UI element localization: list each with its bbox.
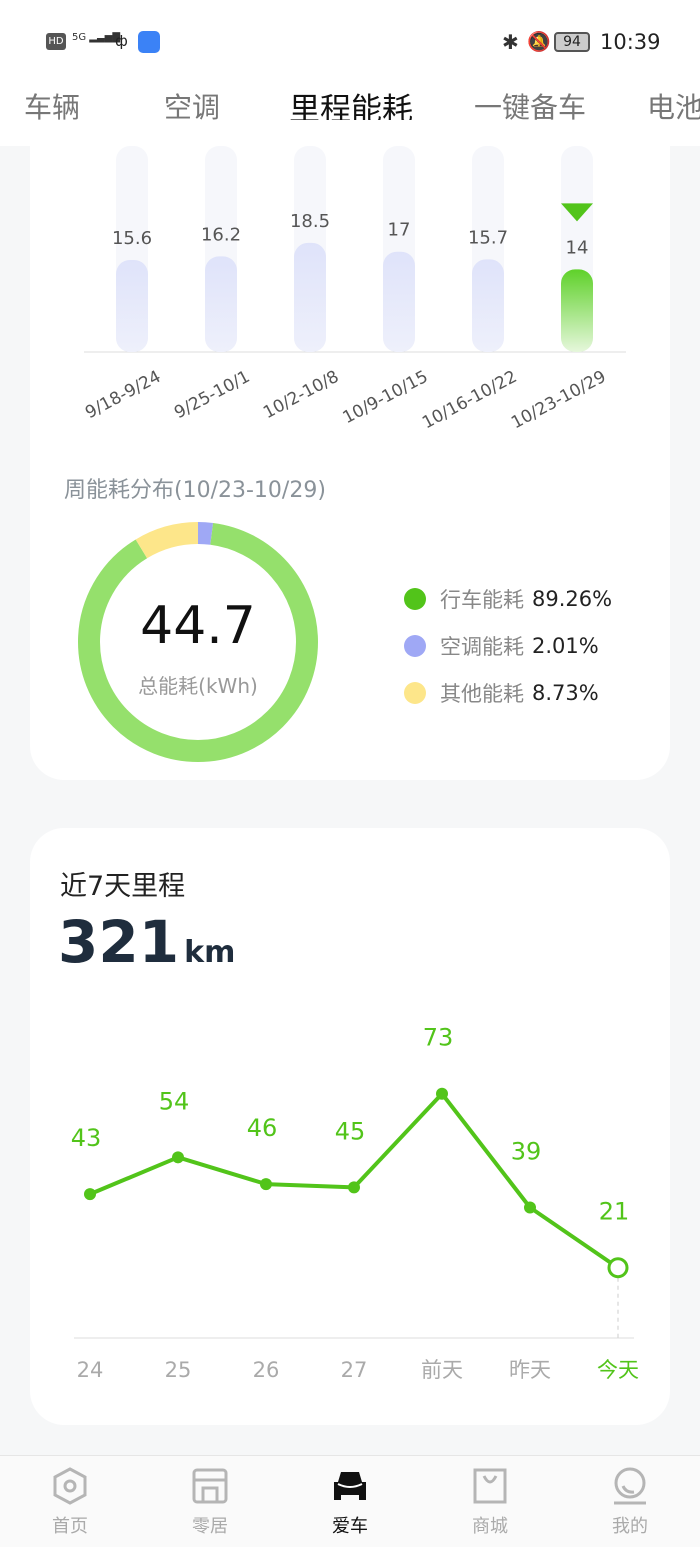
- bar-value-label: 15.6: [112, 228, 152, 249]
- bar-category-label: 10/23-10/29: [508, 367, 609, 434]
- data-label: 54: [159, 1087, 190, 1115]
- legend-other: 其他能耗 8.73%: [404, 678, 599, 708]
- nav-label: 爱车: [332, 1516, 368, 1537]
- bar-category-label: 10/2-10/8: [260, 367, 342, 423]
- x-tick-label: 27: [341, 1358, 368, 1382]
- bluetooth-icon: ✱: [502, 30, 519, 54]
- bar-category-label: 10/9-10/15: [340, 367, 432, 428]
- bar-value-label: 18.5: [290, 211, 330, 232]
- bar-category-label: 9/25-10/1: [171, 367, 253, 423]
- legend-ac: 空调能耗 2.01%: [404, 631, 599, 661]
- bar-value-label: 16.2: [201, 224, 241, 245]
- data-point: [607, 1257, 629, 1279]
- app-icon: ф: [115, 32, 128, 50]
- data-label: 21: [599, 1198, 630, 1226]
- bar-value-label: 14: [566, 237, 589, 258]
- bar: [561, 269, 593, 352]
- bottom-nav: 首页 零居 爱车 商城 我的: [0, 1455, 700, 1547]
- legend-value: 2.01%: [532, 634, 599, 658]
- legend-driving: 行车能耗 89.26%: [404, 584, 612, 614]
- selected-marker-icon: [561, 203, 593, 222]
- shopping-bag-icon: [470, 1466, 510, 1510]
- home-hexagon-icon: [50, 1466, 90, 1510]
- data-label: 39: [511, 1138, 542, 1166]
- data-point: [260, 1178, 272, 1191]
- battery-icon: 94: [554, 32, 590, 52]
- status-time: 10:39: [600, 30, 661, 54]
- bar: [383, 251, 415, 352]
- legend-dot: [404, 682, 426, 704]
- legend-name: 行车能耗: [440, 588, 524, 612]
- bar-category-label: 9/18-9/24: [82, 367, 164, 423]
- status-bar: HD 5G ▂▃▅▇ ф ✱ 🔕 94 10:39: [0, 0, 700, 80]
- data-label: 73: [423, 1024, 454, 1052]
- tab-prepare-car[interactable]: 一键备车: [474, 91, 587, 124]
- mileage-card: 近7天里程 321 km 43 24 54 25 46 26 45 27 73 前天 39 昨天 21 今…: [30, 828, 670, 1425]
- legend-value: 89.26%: [532, 587, 613, 611]
- bar: [116, 259, 148, 352]
- bar-value-label: 15.7: [468, 227, 508, 248]
- x-tick-label: 昨天: [509, 1358, 551, 1382]
- data-point: [348, 1181, 360, 1194]
- data-point: [84, 1188, 96, 1201]
- data-point: [172, 1151, 184, 1164]
- notification-app-icon: [138, 31, 160, 53]
- legend-dot: [404, 635, 426, 657]
- legend-value: 8.73%: [532, 681, 599, 705]
- legend-name: 空调能耗: [440, 635, 524, 659]
- donut-slice: [78, 522, 318, 762]
- bar-value-label: 17: [388, 220, 411, 241]
- tab-vehicle[interactable]: 车辆: [24, 91, 81, 124]
- bar-category-label: 10/16-10/22: [419, 367, 520, 434]
- nav-label: 我的: [612, 1516, 648, 1537]
- x-tick-label: 前天: [421, 1358, 463, 1382]
- bar: [205, 256, 237, 352]
- bar: [472, 259, 504, 352]
- nav-label: 首页: [52, 1516, 88, 1537]
- energy-card: 15.6 9/18-9/24 16.2 9/25-10/1 18.5 10/2-10/8 1…: [30, 120, 670, 780]
- data-label: 46: [247, 1114, 278, 1142]
- car-icon: [330, 1466, 370, 1510]
- bar: [294, 242, 326, 352]
- mileage-title: 近7天里程: [60, 871, 186, 902]
- data-point: [524, 1201, 536, 1214]
- hd-icon: HD: [46, 33, 66, 50]
- 5g-signal-icon: 5G ▂▃▅▇: [72, 32, 121, 43]
- legend-dot: [404, 588, 426, 610]
- mileage-line: [89, 1091, 620, 1270]
- total-energy-label: 总能耗(kWh): [138, 674, 258, 698]
- data-point: [436, 1087, 448, 1100]
- nav-label: 零居: [192, 1516, 228, 1537]
- store-icon: [190, 1466, 230, 1510]
- tab-battery[interactable]: 电池: [647, 91, 700, 124]
- legend-name: 其他能耗: [440, 682, 524, 706]
- donut-slice: [78, 522, 318, 762]
- mute-bell-icon: 🔕: [527, 31, 551, 53]
- mileage-total: 321 km: [58, 908, 235, 976]
- x-tick-label: 今天: [597, 1358, 639, 1382]
- profile-icon: [610, 1466, 650, 1510]
- energy-donut-chart: [78, 522, 318, 762]
- weekly-energy-bar-chart: 15.69/18-9/2416.29/25-10/118.510/2-10/81…: [82, 146, 626, 434]
- mileage-value: 321: [58, 908, 180, 976]
- x-tick-label: 26: [253, 1358, 280, 1382]
- donut-title: 周能耗分布(10/23-10/29): [64, 478, 326, 503]
- data-label: 43: [71, 1124, 102, 1152]
- total-energy-value: 44.7: [140, 596, 256, 656]
- tab-ac[interactable]: 空调: [164, 91, 221, 124]
- nav-label: 商城: [472, 1516, 508, 1537]
- data-label: 45: [335, 1117, 366, 1145]
- mileage-unit: km: [184, 935, 236, 970]
- x-tick-label: 24: [77, 1358, 104, 1382]
- x-tick-label: 25: [165, 1358, 192, 1382]
